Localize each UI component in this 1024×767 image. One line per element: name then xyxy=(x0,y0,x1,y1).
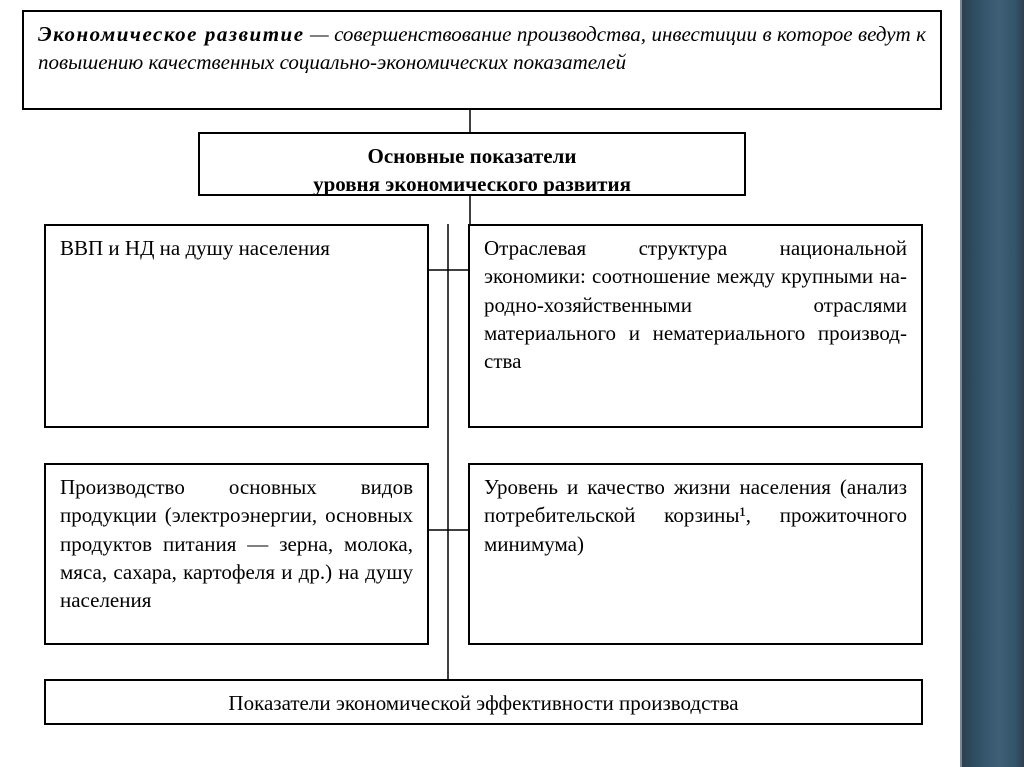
right-gradient-bar xyxy=(960,0,1024,767)
header-box: Основные показатели уровня экономическог… xyxy=(198,132,746,196)
indicator-production-text: Производство основных ви­дов продукции (… xyxy=(60,475,413,612)
indicator-gdp-text: ВВП и НД на душу населе­ния xyxy=(60,236,330,260)
indicator-quality-text: Уровень и качество жизни населения (анал… xyxy=(484,475,907,556)
indicator-production-box: Производство основных ви­дов продукции (… xyxy=(44,463,429,645)
definition-dash: — xyxy=(305,22,335,46)
header-line2: уровня экономического развития xyxy=(214,170,730,198)
diagram-canvas: Экономическое развитие — совершенствован… xyxy=(0,0,945,767)
header-line1: Основные показатели xyxy=(214,142,730,170)
footer-text: Показатели экономической эффективности п… xyxy=(228,691,738,715)
indicator-structure-box: Отраслевая структура нацио­нальной эконо… xyxy=(468,224,923,428)
indicator-gdp-box: ВВП и НД на душу населе­ния xyxy=(44,224,429,428)
definition-term: Экономическое развитие xyxy=(38,22,305,46)
footer-box: Показатели экономической эффективности п… xyxy=(44,679,923,725)
definition-box: Экономическое развитие — совершенствован… xyxy=(22,10,942,110)
indicator-structure-text: Отраслевая структура нацио­нальной эконо… xyxy=(484,236,907,373)
indicator-quality-box: Уровень и качество жизни населения (анал… xyxy=(468,463,923,645)
